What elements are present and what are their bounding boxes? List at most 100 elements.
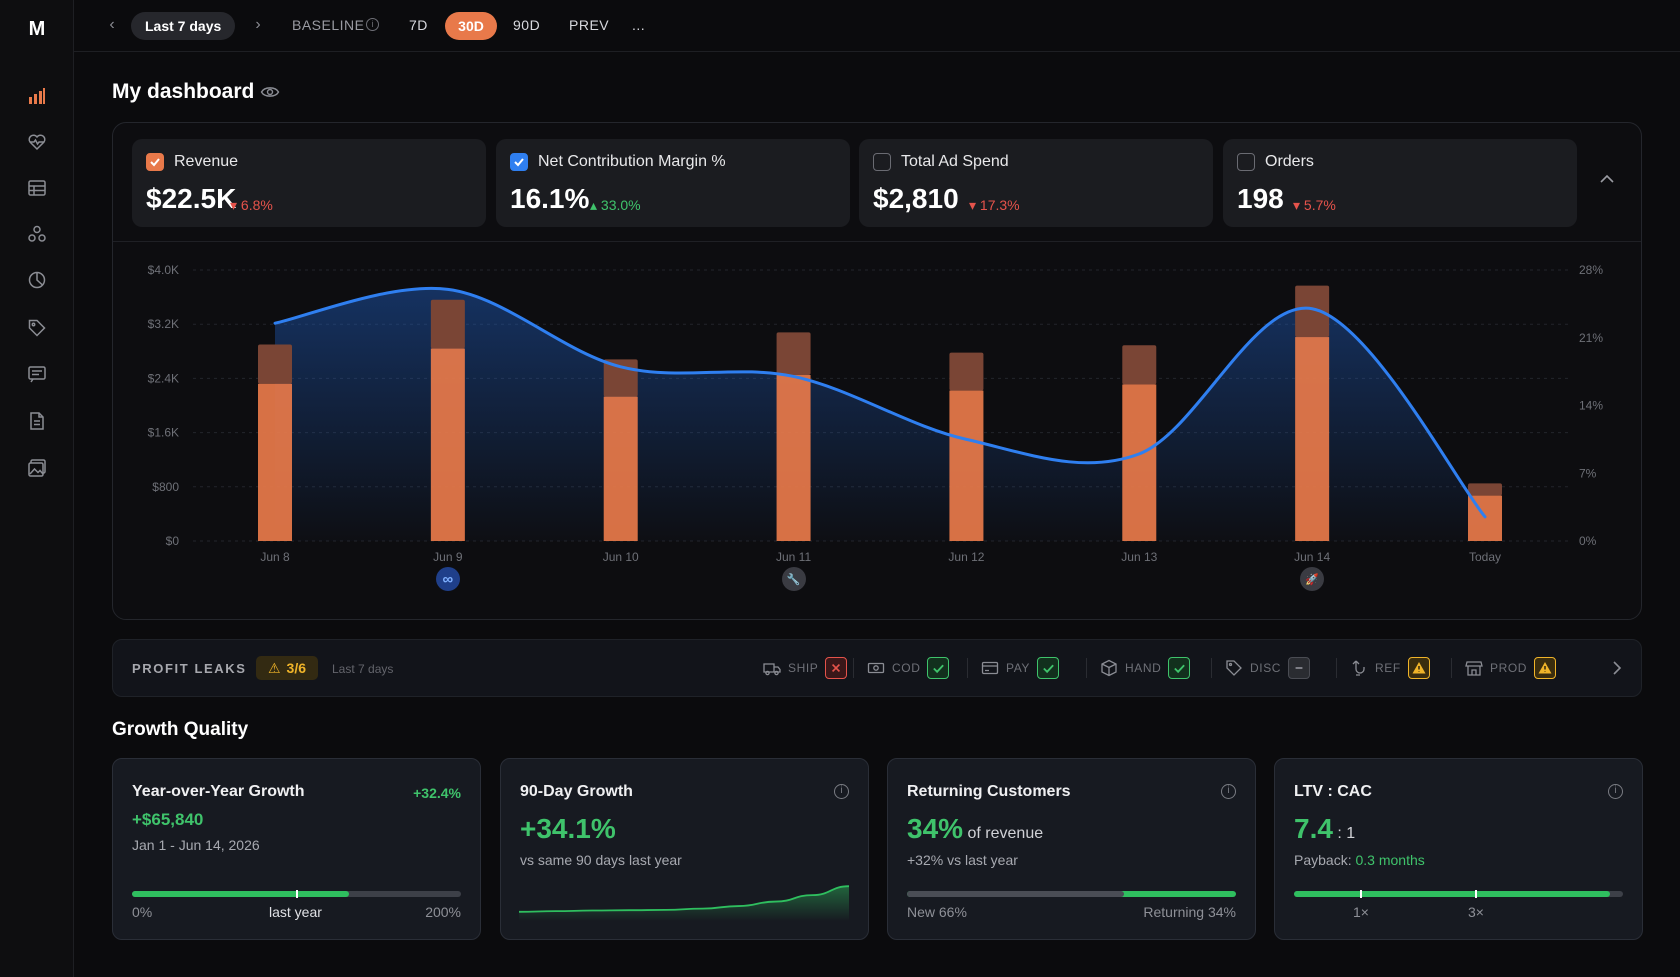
message-icon[interactable] [25, 362, 49, 386]
revenue-checkbox[interactable] [146, 153, 164, 171]
x-tick-label: Jun 11 [776, 550, 811, 564]
heart-pulse-icon[interactable] [25, 130, 49, 154]
next-range-icon[interactable]: › [255, 16, 261, 33]
rocket-icon[interactable]: 🚀 [1300, 567, 1325, 591]
leak-ref[interactable]: REF [1350, 656, 1430, 680]
growth-sparkline [518, 885, 850, 921]
new-customers-segment [907, 891, 1125, 897]
period-prev[interactable]: PREV [569, 17, 610, 33]
tick-label-1x: 1× [1353, 904, 1369, 920]
kpi-value: 198 [1237, 183, 1284, 214]
profit-leaks-bar[interactable]: PROFIT LEAKS ⚠ 3/6 Last 7 days SHIP COD PAY… [112, 639, 1642, 697]
leak-ship[interactable]: SHIP [763, 656, 848, 680]
status-ok-icon [1168, 657, 1191, 679]
period-7d[interactable]: 7D [409, 17, 428, 33]
ad-spend-checkbox[interactable] [873, 153, 891, 171]
leak-label: COD [892, 661, 921, 675]
chevron-right-icon[interactable] [1607, 658, 1627, 678]
bar-segment-top [258, 344, 292, 384]
pie-chart-icon[interactable] [25, 268, 49, 292]
leak-disc[interactable]: DISC [1225, 656, 1311, 680]
period-90d[interactable]: 90D [513, 17, 541, 33]
leak-label: PAY [1006, 661, 1031, 675]
90-day-growth-card[interactable]: 90-Day Growth i +34.1% vs same 90 days l… [500, 758, 869, 940]
leak-pay[interactable]: PAY [981, 656, 1060, 680]
table-icon[interactable] [25, 176, 49, 200]
growth-value: +34.1% [520, 813, 616, 844]
returning-customers-card[interactable]: Returning Customers i 34% of revenue +32… [887, 758, 1256, 940]
prev-range-icon[interactable]: ‹ [109, 16, 115, 33]
ltv-progress-bar [1294, 890, 1623, 898]
x-tick-label: Jun 9 [433, 550, 463, 564]
divider [1086, 658, 1087, 678]
leak-label: PROD [1490, 661, 1528, 675]
1x-marker [1360, 890, 1362, 898]
y-left-tick-label: $4.0K [148, 263, 179, 277]
margin-checkbox[interactable] [510, 153, 528, 171]
y-left-tick-label: $800 [152, 480, 179, 494]
tag-icon [1226, 660, 1242, 676]
date-range: Jan 1 - Jun 14, 2026 [132, 837, 260, 853]
status-ok-icon [927, 657, 950, 679]
bar-label-min: 0% [132, 904, 153, 920]
period-30d[interactable]: 30D [445, 12, 497, 40]
meta-icon[interactable]: ∞ [435, 567, 460, 591]
combo-chart[interactable]: $0 $800 $1.6K $2.4K $3.2K $4.0K 0% 7% 14% 21% 28% J… [113, 243, 1641, 619]
image-icon[interactable] [25, 456, 49, 480]
tag-icon[interactable] [25, 316, 49, 340]
kpi-total-ad-spend[interactable]: Total Ad Spend $2,810 ▾ 17.3% [859, 139, 1213, 227]
box-icon [1101, 659, 1117, 677]
collapse-chevron-icon[interactable] [1597, 169, 1617, 189]
kpi-orders[interactable]: Orders 198 ▾ 5.7% [1223, 139, 1577, 227]
leak-prod[interactable]: PROD [1465, 656, 1557, 680]
bar-segment-top [776, 332, 811, 376]
wrench-icon[interactable]: 🔧 [781, 567, 806, 591]
leak-hand[interactable]: HAND [1100, 656, 1191, 680]
bar-label-marker: last year [269, 904, 322, 920]
info-icon[interactable]: i [1608, 784, 1623, 799]
kpi-delta: ▾ 5.7% [1293, 197, 1336, 213]
sparkline-line [518, 885, 850, 913]
users-icon[interactable] [25, 222, 49, 246]
kpi-delta: ▾ 6.8% [230, 197, 273, 213]
top-bar: ‹ Last 7 days › BASELINE i 7D 30D 90D PR… [74, 0, 1680, 52]
baseline-toggle[interactable]: BASELINE [292, 17, 365, 33]
info-icon[interactable]: i [834, 784, 849, 799]
more-periods-button[interactable]: ... [632, 17, 646, 33]
revenue-bar [603, 396, 638, 541]
ltv-cac-card[interactable]: LTV : CAC i 7.4 : 1 Payback: 0.3 months … [1274, 758, 1643, 940]
bar-chart-icon[interactable] [25, 84, 49, 108]
x-tick-label: Jun 10 [603, 550, 639, 564]
y-right-tick-label: 14% [1579, 399, 1603, 413]
divider [1211, 658, 1212, 678]
y-left-tick-label: $3.2K [148, 317, 179, 331]
app-logo[interactable]: M [28, 18, 46, 40]
date-range-selector[interactable]: Last 7 days [131, 12, 236, 40]
kpi-value: $22.5K [146, 183, 237, 214]
leaks-count-badge[interactable]: ⚠ 3/6 [256, 656, 318, 680]
bar-label-max: 200% [425, 904, 461, 920]
y-right-tick-label: 21% [1579, 331, 1603, 345]
info-icon[interactable]: i [1221, 784, 1236, 799]
leak-cod[interactable]: COD [867, 656, 950, 680]
progress-fill [132, 891, 350, 897]
kpi-revenue[interactable]: Revenue $22.5K ▾ 6.8% [132, 139, 486, 227]
info-icon[interactable]: i [366, 18, 379, 31]
eye-icon[interactable] [260, 84, 280, 100]
yoy-growth-card[interactable]: Year-over-Year Growth +32.4% +$65,840 Ja… [112, 758, 481, 940]
leak-label: SHIP [788, 661, 819, 675]
status-warn-icon [1407, 657, 1430, 679]
x-tick-label: Jun 8 [260, 550, 290, 564]
bar-segment-top [1468, 483, 1502, 496]
kpi-delta: ▾ 17.3% [969, 197, 1020, 213]
orders-checkbox[interactable] [1237, 153, 1255, 171]
kpi-net-contribution-margin[interactable]: Net Contribution Margin % 16.1% ▴ 33.0% [496, 139, 850, 227]
x-tick-label: Jun 14 [1294, 550, 1330, 564]
revenue-bar [949, 390, 984, 541]
card-title: 90-Day Growth [520, 783, 633, 800]
leak-label: REF [1375, 661, 1401, 675]
growth-badge: +32.4% [413, 785, 461, 801]
revenue-bar [430, 348, 465, 541]
document-icon[interactable] [25, 409, 49, 433]
divider [1336, 658, 1337, 678]
